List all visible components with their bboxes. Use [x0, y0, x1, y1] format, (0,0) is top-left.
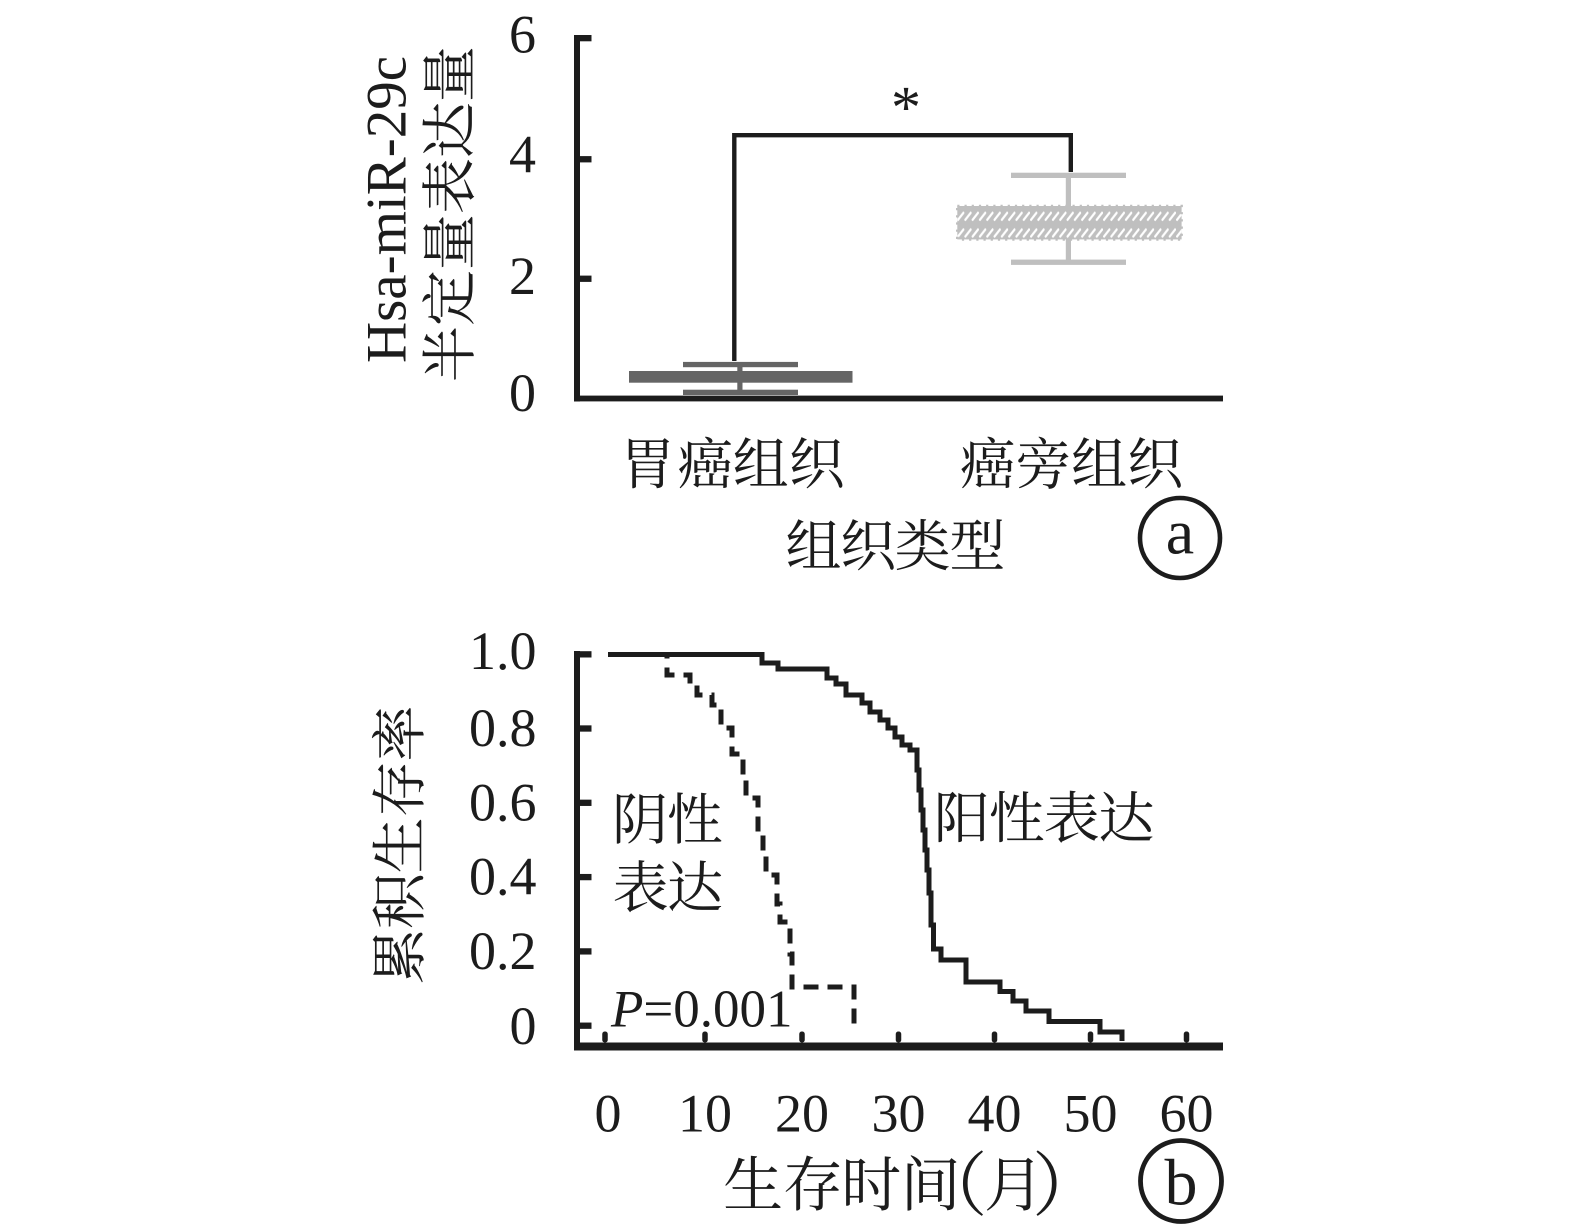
svg-text:0: 0 — [509, 363, 536, 423]
svg-text:50: 50 — [1064, 1083, 1118, 1143]
svg-text:30: 30 — [872, 1083, 926, 1143]
svg-text:40: 40 — [968, 1083, 1022, 1143]
svg-text:6: 6 — [509, 4, 536, 64]
svg-text:Hsa-miR-29c: Hsa-miR-29c — [356, 56, 419, 363]
svg-text:1.0: 1.0 — [469, 621, 537, 681]
svg-text:0: 0 — [595, 1083, 622, 1143]
svg-text:0.2: 0.2 — [469, 921, 537, 981]
svg-text:b: b — [1165, 1147, 1198, 1220]
svg-text:2: 2 — [509, 246, 536, 306]
svg-text:0.8: 0.8 — [469, 698, 537, 758]
svg-text:P=0.001: P=0.001 — [610, 981, 793, 1039]
svg-text:0.4: 0.4 — [469, 847, 537, 907]
svg-text:60: 60 — [1160, 1083, 1214, 1143]
svg-text:*: * — [891, 75, 921, 141]
svg-text:4: 4 — [509, 125, 536, 185]
svg-text:0.6: 0.6 — [469, 772, 537, 832]
svg-text:20: 20 — [775, 1083, 829, 1143]
svg-text:0: 0 — [510, 996, 537, 1056]
svg-text:10: 10 — [678, 1083, 732, 1143]
svg-text:a: a — [1166, 496, 1194, 567]
